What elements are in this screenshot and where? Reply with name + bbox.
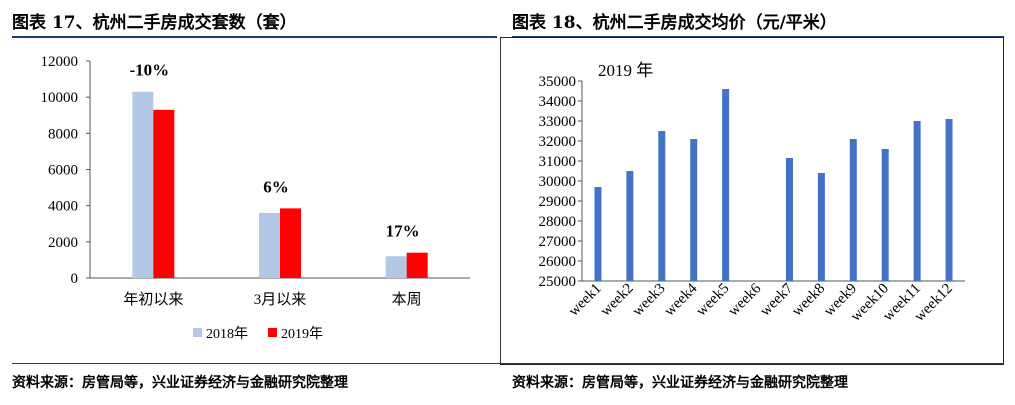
right-y-tick-label: 29000 [539, 194, 577, 210]
right-bar [626, 171, 634, 281]
left-x-tick-label: 本周 [392, 291, 422, 308]
left-y-tick-label: 12000 [41, 54, 79, 70]
legend-label-2018: 2018年 [206, 326, 248, 342]
left-bar-2019 [280, 208, 301, 278]
right-y-tick-label: 28000 [539, 214, 577, 230]
right-x-tick-label: week3 [630, 281, 669, 320]
right-chart-subtitle: 2019 年 [598, 61, 653, 80]
left-source-note: 资料来源：房管局等，兴业证券经济与金融研究院整理 [12, 375, 348, 391]
left-y-tick-label: 4000 [48, 199, 78, 215]
right-y-tick-label: 35000 [539, 74, 577, 90]
right-y-tick-label: 31000 [539, 154, 577, 170]
left-y-tick-label: 0 [71, 271, 79, 287]
right-y-tick-label: 27000 [539, 234, 577, 250]
right-bar [817, 173, 825, 281]
right-y-tick-label: 30000 [539, 174, 577, 190]
left-bar-2018 [259, 212, 280, 278]
left-chart-title: 图表 17、杭州二手房成交套数（套） [12, 13, 297, 33]
right-bar [658, 131, 666, 281]
legend-swatch-2019 [268, 328, 277, 337]
right-x-tick-label: week6 [725, 280, 764, 319]
left-y-tick-label: 10000 [41, 90, 79, 106]
right-bar [913, 121, 921, 281]
right-x-tick-label: week2 [598, 281, 637, 320]
legend-swatch-2018 [193, 328, 202, 337]
right-bar [690, 139, 698, 281]
right-x-tick-label: week4 [662, 280, 701, 319]
left-bar-2018 [132, 91, 154, 278]
left-bar-2018 [385, 256, 407, 278]
right-bar [945, 119, 953, 281]
right-source-note: 资料来源：房管局等，兴业证券经济与金融研究院整理 [512, 375, 848, 391]
right-y-tick-label: 26000 [539, 254, 577, 270]
right-bar [594, 187, 602, 281]
right-bar [849, 139, 857, 281]
left-bar-2019 [406, 252, 428, 278]
left-title-rule [12, 36, 497, 38]
right-bar [881, 149, 889, 281]
left-change-label: 6% [263, 177, 289, 196]
right-y-tick-label: 25000 [539, 274, 577, 290]
bottom-rule [12, 363, 1004, 364]
right-x-tick-label: week8 [789, 281, 828, 320]
left-y-tick-label: 8000 [48, 126, 78, 142]
left-y-tick-label: 2000 [48, 235, 78, 251]
right-bar [785, 158, 793, 281]
legend-label-2019: 2019年 [281, 326, 323, 342]
right-bar [722, 89, 730, 281]
left-x-tick-label: 3月以来 [254, 291, 307, 308]
right-y-tick-label: 34000 [539, 94, 577, 110]
left-change-label: -10% [129, 61, 169, 80]
left-bar-2019 [153, 109, 175, 278]
left-y-tick-label: 6000 [48, 163, 78, 179]
right-chart-title: 图表 18、杭州二手房成交均价（元/平米） [512, 13, 837, 33]
right-y-tick-label: 33000 [539, 114, 577, 130]
right-x-tick-label: week5 [693, 281, 732, 320]
left-change-label: 17% [386, 222, 420, 241]
right-x-tick-label: week7 [757, 280, 796, 319]
right-y-tick-label: 32000 [539, 134, 577, 150]
chart-separator [500, 37, 501, 363]
left-x-tick-label: 年初以来 [123, 291, 183, 308]
right-chart-frame [500, 37, 1004, 365]
